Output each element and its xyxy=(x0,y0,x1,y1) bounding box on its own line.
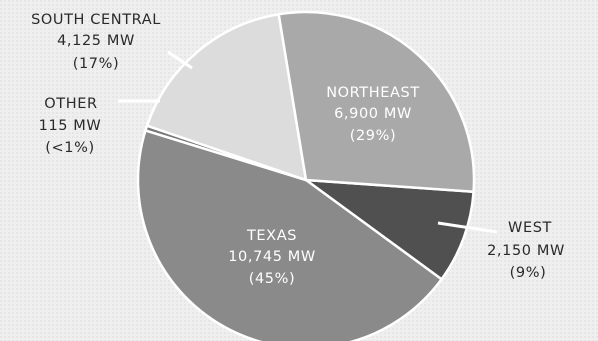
leader-line-west xyxy=(437,221,498,234)
slice-value-label-texas: 10,745 MW xyxy=(228,249,316,265)
slice-name-label-west: WEST xyxy=(508,220,552,236)
pie-slice-northeast xyxy=(277,10,476,193)
slice-labels: WEST 2,150 MW (9%) TEXAS 10,745 MW (45%) OTHER… xyxy=(31,12,565,287)
slice-percent-label-south-central: (17%) xyxy=(73,56,120,72)
slice-value-label-south-central: 4,125 MW xyxy=(57,33,135,49)
pie-slices xyxy=(136,10,476,341)
leader-lines xyxy=(118,50,498,234)
slice-value-label-other: 115 MW xyxy=(39,118,102,134)
slice-value-label-west: 2,150 MW xyxy=(487,243,565,259)
pie-slice-west xyxy=(304,178,475,281)
slice-percent-label-northeast: (29%) xyxy=(350,128,397,144)
slice-name-label-northeast: NORTHEAST xyxy=(326,85,420,101)
slice-name-label-south-central: SOUTH CENTRAL xyxy=(31,12,161,28)
pie-slice-texas xyxy=(136,129,443,341)
slice-percent-label-other: (<1%) xyxy=(45,140,94,156)
leader-line-south-central xyxy=(167,50,193,70)
slice-percent-label-west: (9%) xyxy=(510,265,547,281)
slice-name-label-texas: TEXAS xyxy=(246,228,297,244)
slice-percent-label-texas: (45%) xyxy=(249,271,296,287)
slice-name-label-other: OTHER xyxy=(44,96,97,112)
slice-value-label-northeast: 6,900 MW xyxy=(334,106,412,122)
pie-slice-south-central xyxy=(145,12,308,182)
